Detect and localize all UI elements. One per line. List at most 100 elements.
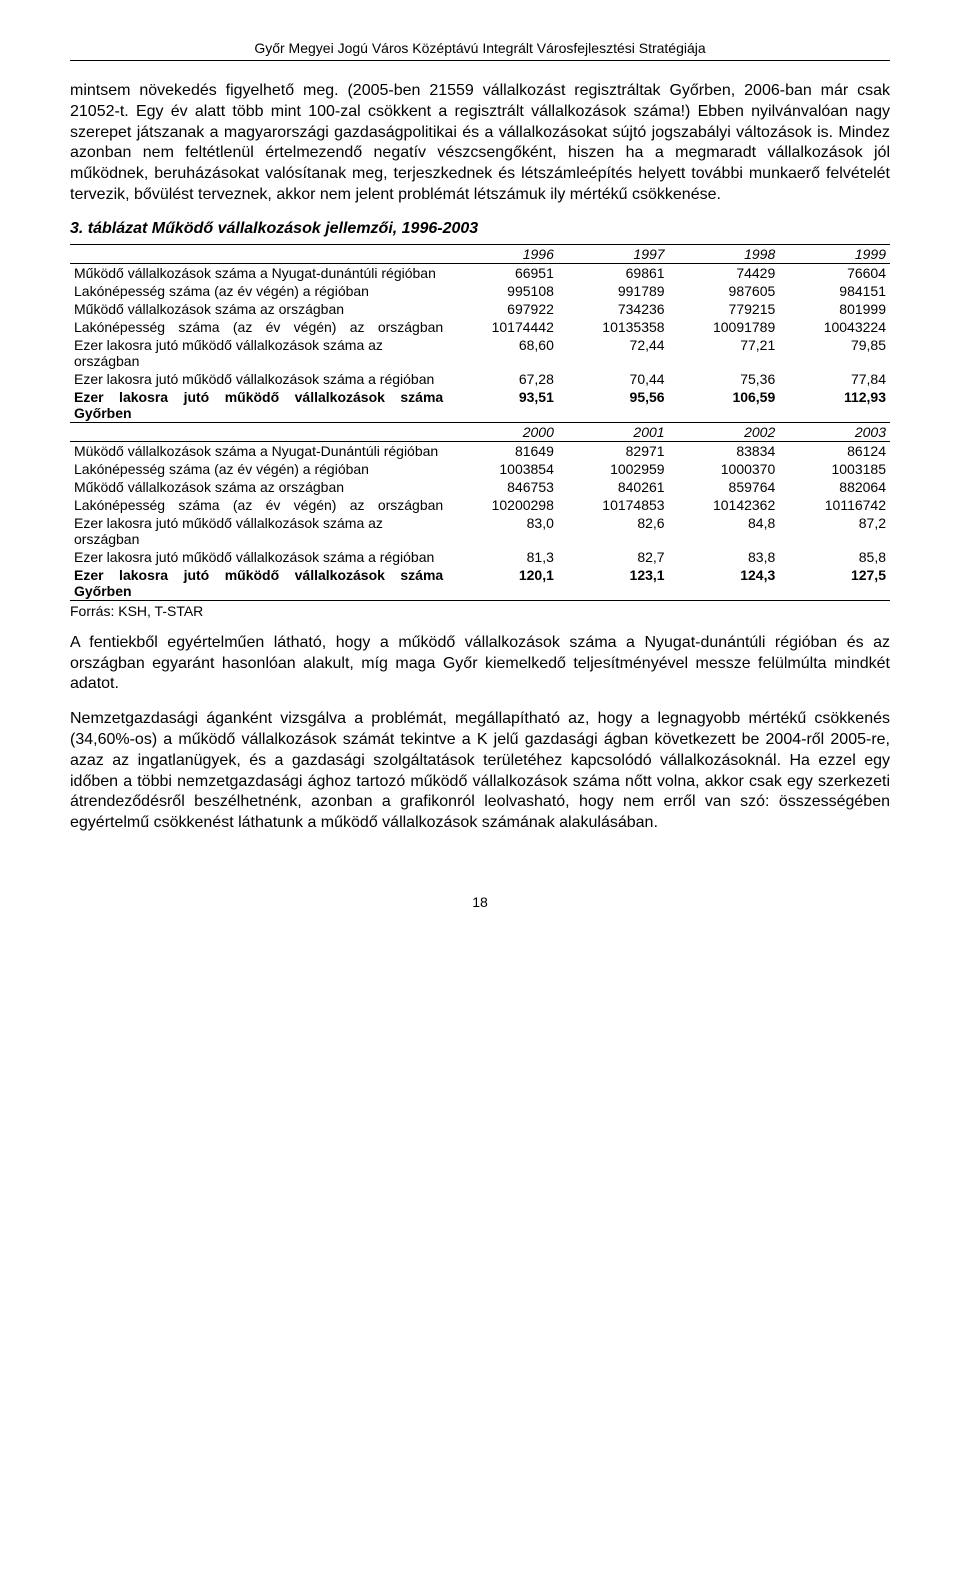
row-value: 984151 [779,282,890,300]
row-value: 66951 [447,263,558,282]
paragraph-2: A fentiekből egyértelműen látható, hogy … [70,633,890,695]
row-label: Működő vállalkozások száma a Nyugat-duná… [70,263,447,282]
row-value: 991789 [558,282,669,300]
row-value: 779215 [669,300,780,318]
row-value: 801999 [779,300,890,318]
row-value: 1003185 [779,460,890,478]
row-value: 70,44 [558,370,669,388]
page-header: Győr Megyei Jogú Város Középtávú Integrá… [70,40,890,61]
row-value: 82971 [558,441,669,460]
row-label: Ezer lakosra jutó működő vállalkozások s… [70,514,447,548]
row-value: 1002959 [558,460,669,478]
table-row: Lakónépesség száma (az év végén) az orsz… [70,318,890,336]
row-value: 734236 [558,300,669,318]
row-value: 84,8 [669,514,780,548]
row-value: 10116742 [779,496,890,514]
year-header: 1997 [558,244,669,263]
table-row: Működő vállalkozások száma az országban8… [70,478,890,496]
page-number: 18 [70,894,890,910]
data-table: 1996199719981999Működő vállalkozások szá… [70,244,890,601]
row-value: 10174442 [447,318,558,336]
row-value: 67,28 [447,370,558,388]
row-value: 72,44 [558,336,669,370]
row-label: Ezer lakosra jutó működő vállalkozások s… [70,566,447,601]
row-label: Működő vállalkozások száma az országban [70,478,447,496]
row-value: 10135358 [558,318,669,336]
year-header: 1999 [779,244,890,263]
row-value: 95,56 [558,388,669,423]
row-label: Lakónépesség száma (az év végén) a régió… [70,460,447,478]
table-year-row: 2000200120022003 [70,422,890,441]
table-row: Ezer lakosra jutó működő vállalkozások s… [70,336,890,370]
table-row: Ezer lakosra jutó működő vállalkozások s… [70,388,890,423]
row-value: 697922 [447,300,558,318]
row-value: 127,5 [779,566,890,601]
row-label: Ezer lakosra jutó működő vállalkozások s… [70,548,447,566]
row-value: 10091789 [669,318,780,336]
table-row: Lakónépesség száma (az év végén) a régió… [70,460,890,478]
row-value: 123,1 [558,566,669,601]
row-value: 840261 [558,478,669,496]
table-row: Ezer lakosra jutó működő vállalkozások s… [70,548,890,566]
row-value: 10142362 [669,496,780,514]
row-value: 75,36 [669,370,780,388]
row-value: 74429 [669,263,780,282]
table-row: Lakónépesség száma (az év végén) a régió… [70,282,890,300]
year-row-blank [70,422,447,441]
row-value: 83,0 [447,514,558,548]
row-label: Lakónépesség száma (az év végén) a régió… [70,282,447,300]
table-source: Forrás: KSH, T-STAR [70,603,890,619]
year-header: 2001 [558,422,669,441]
row-value: 93,51 [447,388,558,423]
row-value: 1000370 [669,460,780,478]
table-year-row: 1996199719981999 [70,244,890,263]
row-label: Ezer lakosra jutó működő vállalkozások s… [70,370,447,388]
row-value: 106,59 [669,388,780,423]
table-row: Ezer lakosra jutó működő vállalkozások s… [70,514,890,548]
row-value: 81649 [447,441,558,460]
row-label: Müködő vállalkozások száma a Nyugat-Duná… [70,441,447,460]
row-value: 86124 [779,441,890,460]
row-value: 120,1 [447,566,558,601]
table-row: Müködő vállalkozások száma a Nyugat-Duná… [70,441,890,460]
row-value: 81,3 [447,548,558,566]
row-value: 83,8 [669,548,780,566]
paragraph-3: Nemzetgazdasági áganként vizsgálva a pro… [70,709,890,834]
row-label: Lakónépesség száma (az év végén) az orsz… [70,318,447,336]
row-value: 846753 [447,478,558,496]
row-value: 85,8 [779,548,890,566]
table-row: Ezer lakosra jutó működő vállalkozások s… [70,370,890,388]
row-value: 83834 [669,441,780,460]
year-header: 1998 [669,244,780,263]
row-value: 76604 [779,263,890,282]
year-header: 2000 [447,422,558,441]
year-header: 2003 [779,422,890,441]
row-value: 10043224 [779,318,890,336]
row-value: 10200298 [447,496,558,514]
row-value: 995108 [447,282,558,300]
table-row: Működő vállalkozások száma a Nyugat-duná… [70,263,890,282]
row-label: Lakónépesség száma (az év végén) az orsz… [70,496,447,514]
row-value: 77,84 [779,370,890,388]
row-value: 82,7 [558,548,669,566]
row-value: 987605 [669,282,780,300]
document-page: Győr Megyei Jogú Város Középtávú Integrá… [0,0,960,950]
row-label: Működő vállalkozások száma az országban [70,300,447,318]
row-value: 859764 [669,478,780,496]
table-row: Ezer lakosra jutó működő vállalkozások s… [70,566,890,601]
table-row: Működő vállalkozások száma az országban6… [70,300,890,318]
row-label: Ezer lakosra jutó működő vállalkozások s… [70,336,447,370]
table-title: 3. táblázat Működő vállalkozások jellemz… [70,220,890,238]
row-label: Ezer lakosra jutó működő vállalkozások s… [70,388,447,423]
row-value: 1003854 [447,460,558,478]
row-value: 882064 [779,478,890,496]
table-row: Lakónépesség száma (az év végén) az orsz… [70,496,890,514]
row-value: 87,2 [779,514,890,548]
row-value: 82,6 [558,514,669,548]
year-header: 1996 [447,244,558,263]
year-row-blank [70,244,447,263]
row-value: 69861 [558,263,669,282]
row-value: 79,85 [779,336,890,370]
row-value: 10174853 [558,496,669,514]
row-value: 124,3 [669,566,780,601]
